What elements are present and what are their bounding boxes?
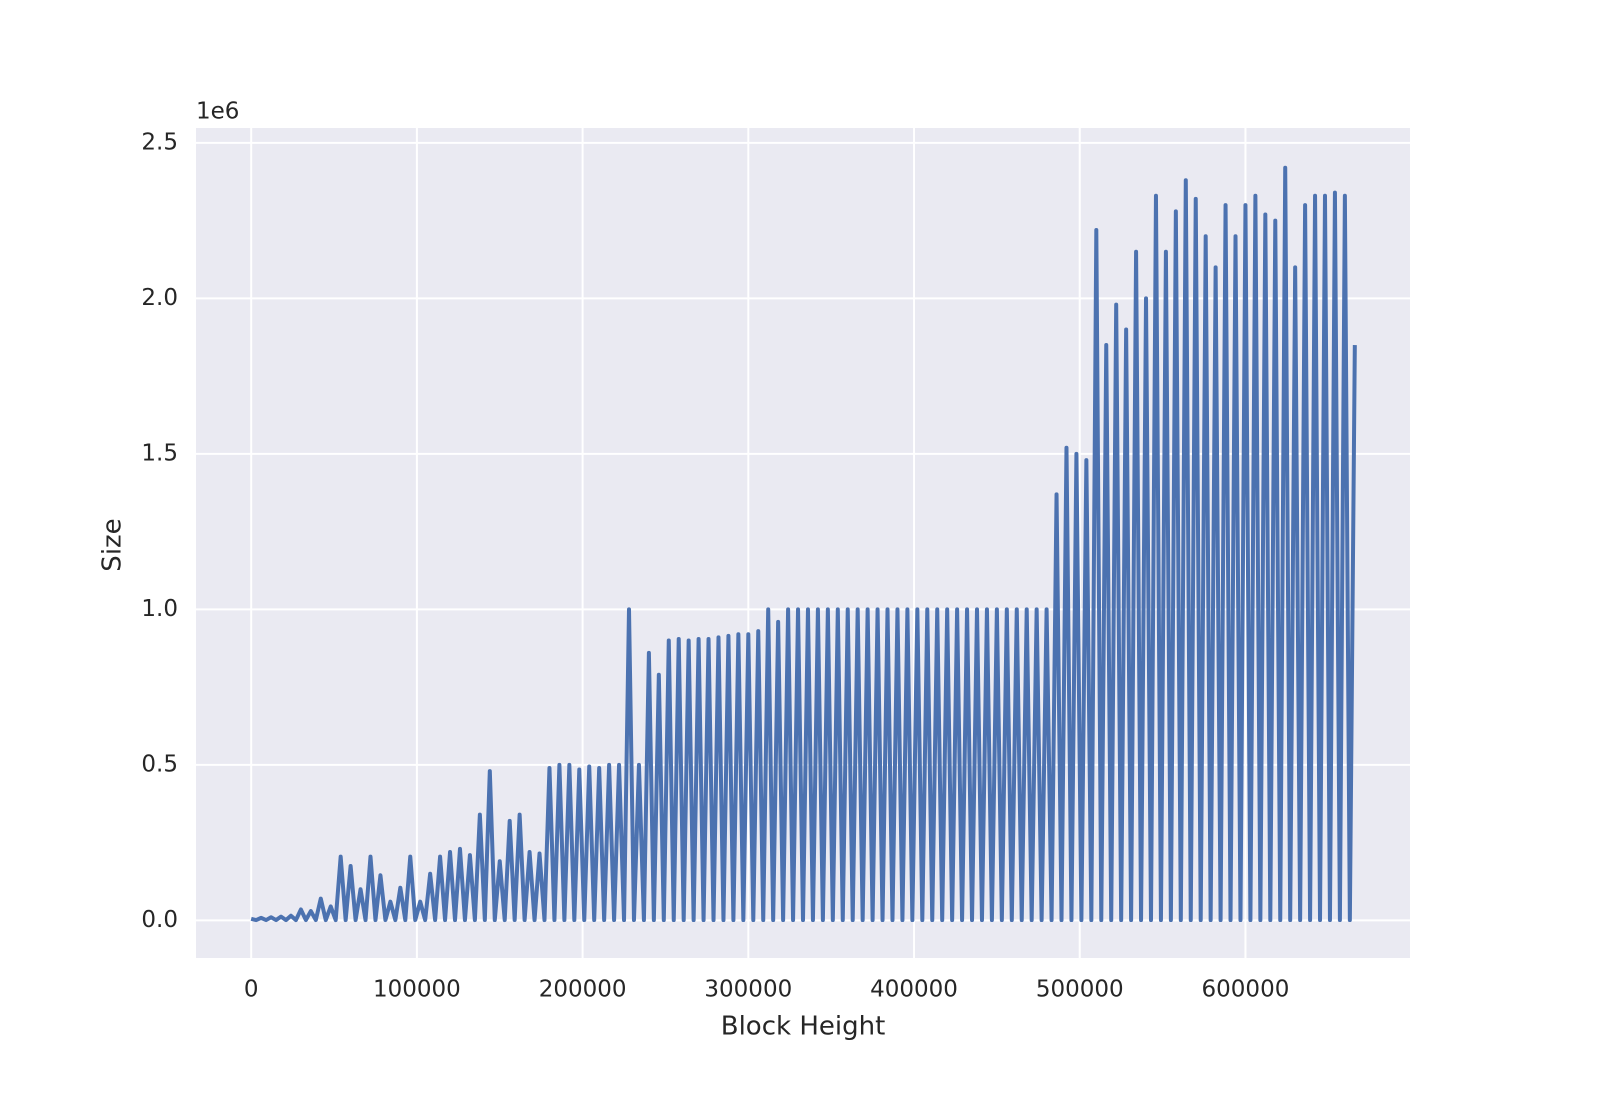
x-axis-label: Block Height (721, 1012, 886, 1042)
x-tick-label: 100000 (373, 977, 461, 1003)
marks (250, 165, 1357, 923)
y-tick-label: 1.5 (141, 440, 178, 466)
x-tick-label: 0 (244, 977, 259, 1003)
y-tick-label: 2.5 (141, 129, 178, 155)
x-tick-label: 300000 (704, 977, 792, 1003)
x-tick-label: 400000 (870, 977, 958, 1003)
y-tick-label: 0.5 (141, 751, 178, 777)
x-tick-label: 500000 (1036, 977, 1124, 1003)
x-tick-label: 200000 (539, 977, 627, 1003)
y-tick-label: 2.0 (141, 285, 178, 311)
y-offset-label: 1e6 (196, 99, 239, 125)
y-tick-label: 0.0 (141, 907, 178, 933)
y-tick-label: 1.0 (141, 596, 178, 622)
line-series (250, 165, 1357, 923)
x-tick-label: 600000 (1202, 977, 1290, 1003)
y-axis-label: Size (98, 518, 128, 571)
